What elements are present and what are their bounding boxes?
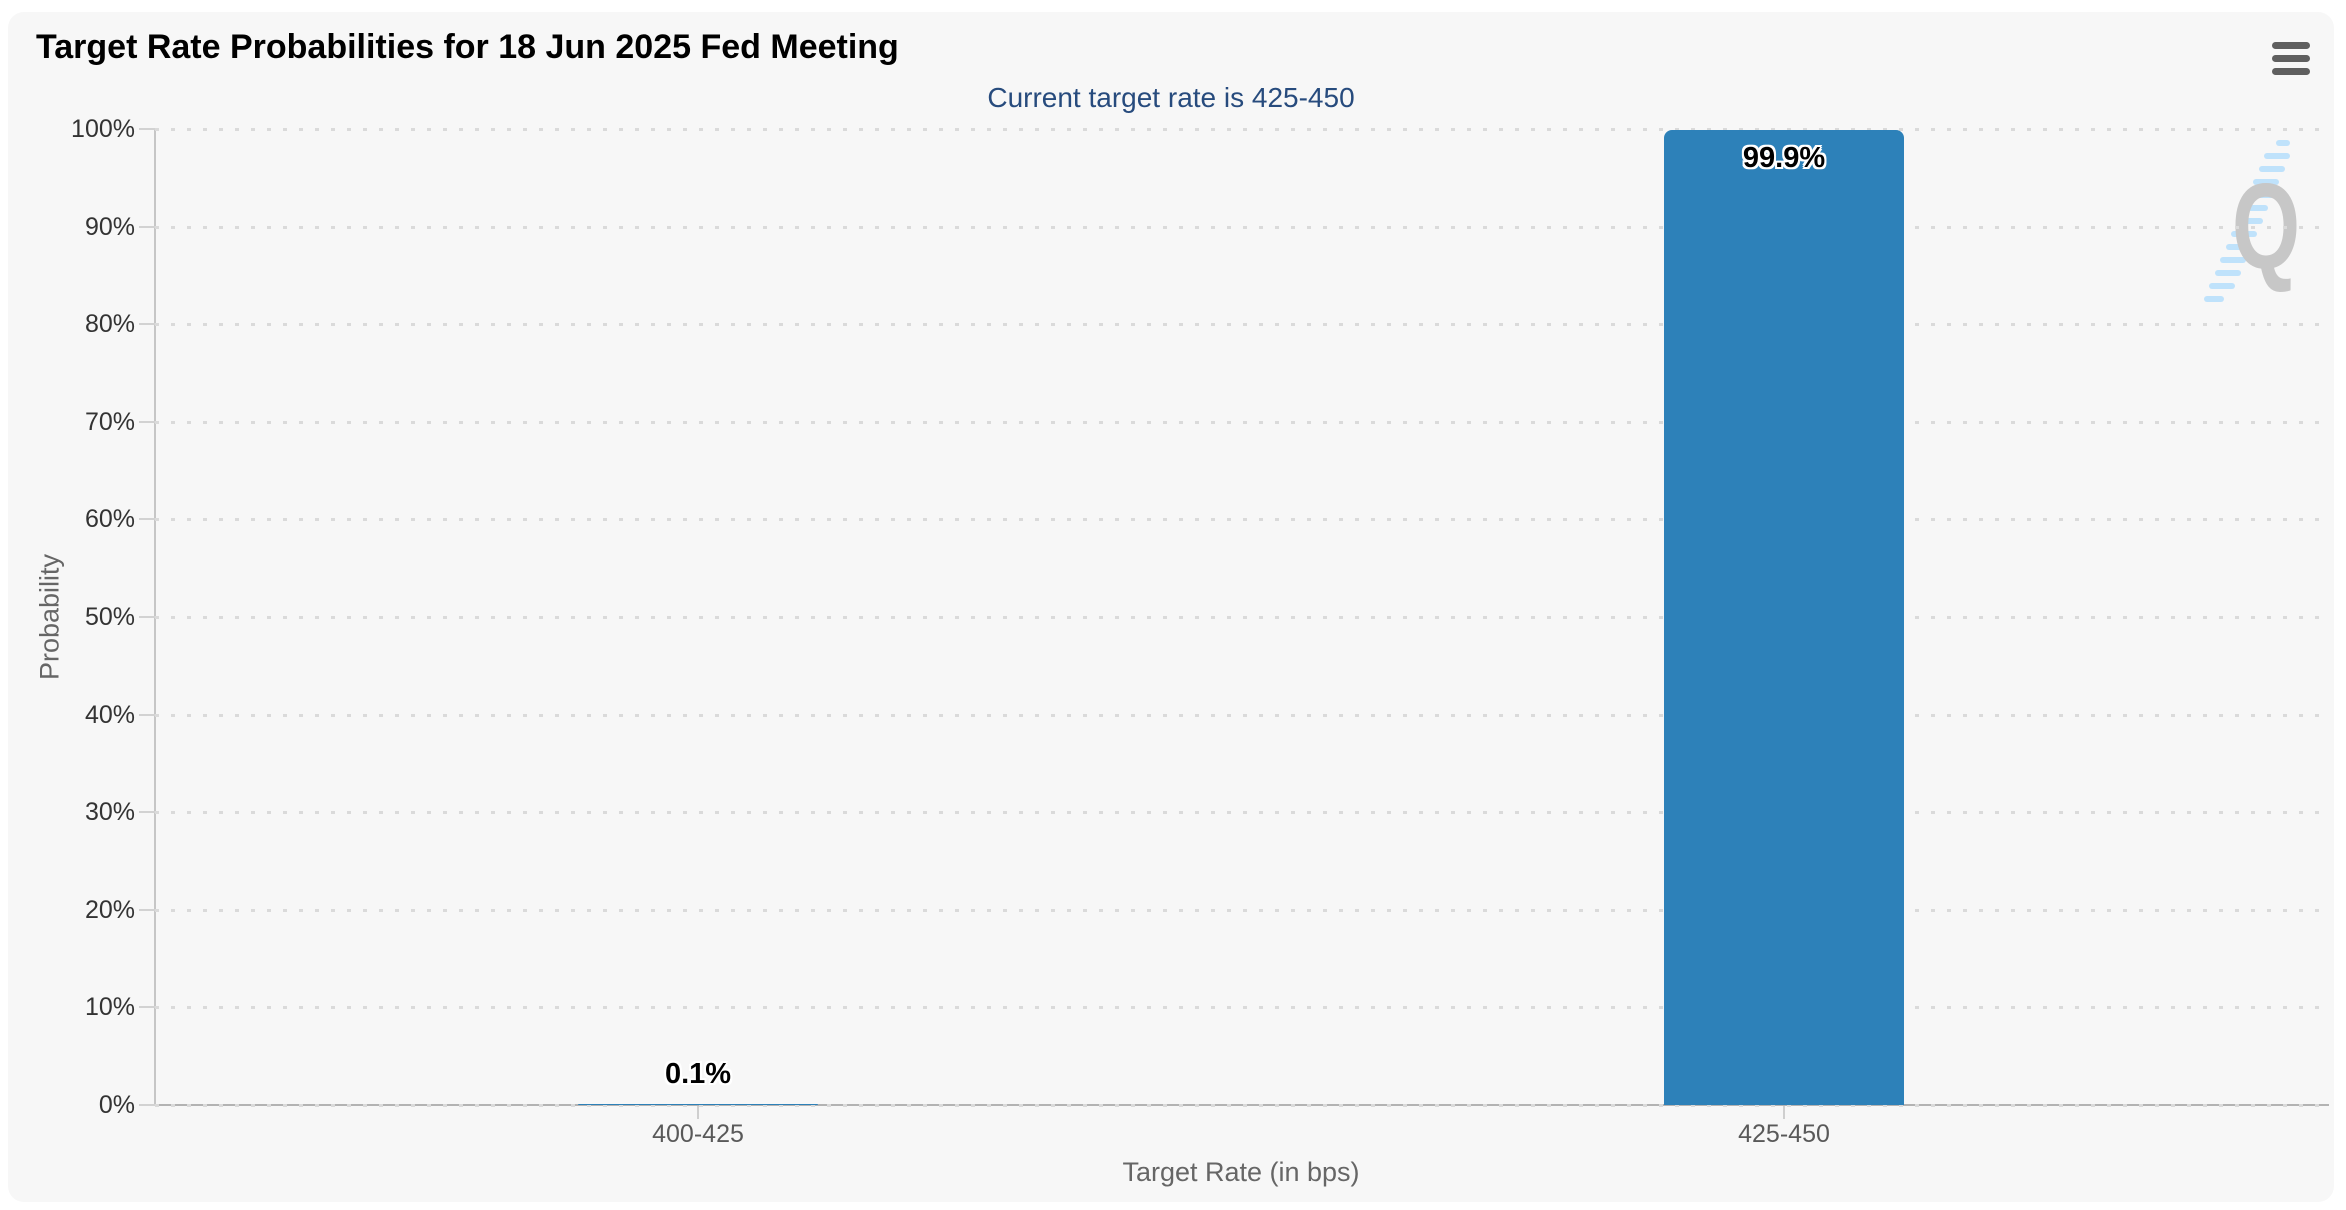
y-tick-label-40: 40%	[84, 700, 135, 729]
gridline-100	[155, 128, 2327, 131]
y-tick-70	[139, 420, 155, 423]
hamburger-menu-icon	[2272, 55, 2310, 62]
y-tick-label-20: 20%	[84, 895, 135, 924]
gridline-20	[155, 908, 2327, 912]
bar-data-label: 0.1%	[664, 1058, 732, 1090]
gridline-60	[155, 518, 2327, 522]
y-tick-label-50: 50%	[84, 603, 135, 631]
bar-400-425[interactable]	[578, 1104, 818, 1105]
chart-panel: Target Rate Probabilities for 18 Jun 202…	[8, 12, 2334, 1202]
y-tick-50	[139, 616, 155, 618]
y-tick-10	[139, 1006, 155, 1009]
x-category-label: 400-425	[652, 1120, 744, 1148]
hamburger-menu-icon	[2272, 68, 2310, 75]
y-tick-label-60: 60%	[84, 505, 135, 534]
y-tick-90	[139, 225, 155, 228]
y-tick-label-90: 90%	[84, 212, 135, 241]
bar-425-450[interactable]	[1664, 129, 1904, 1105]
x-axis-title: Target Rate (in bps)	[1122, 1157, 1360, 1187]
x-tick-400-425	[697, 1106, 699, 1119]
watermark-dashes-icon	[2204, 140, 2290, 302]
y-tick-40	[139, 713, 155, 716]
y-tick-label-70: 70%	[84, 407, 135, 436]
y-tick-80	[139, 323, 155, 326]
gridline-30	[155, 811, 2327, 815]
gridline-50	[155, 616, 2327, 619]
gridline-40	[155, 713, 2327, 717]
gridline-10	[155, 1006, 2327, 1010]
gridline-80	[155, 323, 2327, 327]
gridline-70	[155, 420, 2327, 424]
y-tick-30	[139, 811, 155, 814]
bar-data-label: 99.9%	[1742, 141, 1826, 174]
chart-title: Target Rate Probabilities for 18 Jun 202…	[36, 28, 899, 66]
y-tick-label-30: 30%	[84, 798, 135, 827]
y-tick-100	[139, 128, 155, 130]
y-tick-0	[139, 1104, 155, 1106]
x-category-label: 425-450	[1738, 1120, 1830, 1148]
hamburger-menu-icon	[2272, 42, 2310, 49]
y-tick-label-100: 100%	[71, 115, 135, 143]
gridline-0	[155, 1104, 2327, 1107]
y-tick-label-80: 80%	[84, 310, 135, 339]
y-tick-label-0: 0%	[98, 1091, 135, 1119]
y-tick-label-10: 10%	[84, 993, 135, 1022]
x-tick-425-450	[1783, 1106, 1785, 1119]
y-tick-20	[139, 908, 155, 911]
chart-subtitle: Current target rate is 425-450	[987, 82, 1355, 113]
y-tick-60	[139, 518, 155, 521]
chart-context-menu-button[interactable]	[2272, 42, 2310, 75]
gridline-90	[155, 225, 2327, 229]
